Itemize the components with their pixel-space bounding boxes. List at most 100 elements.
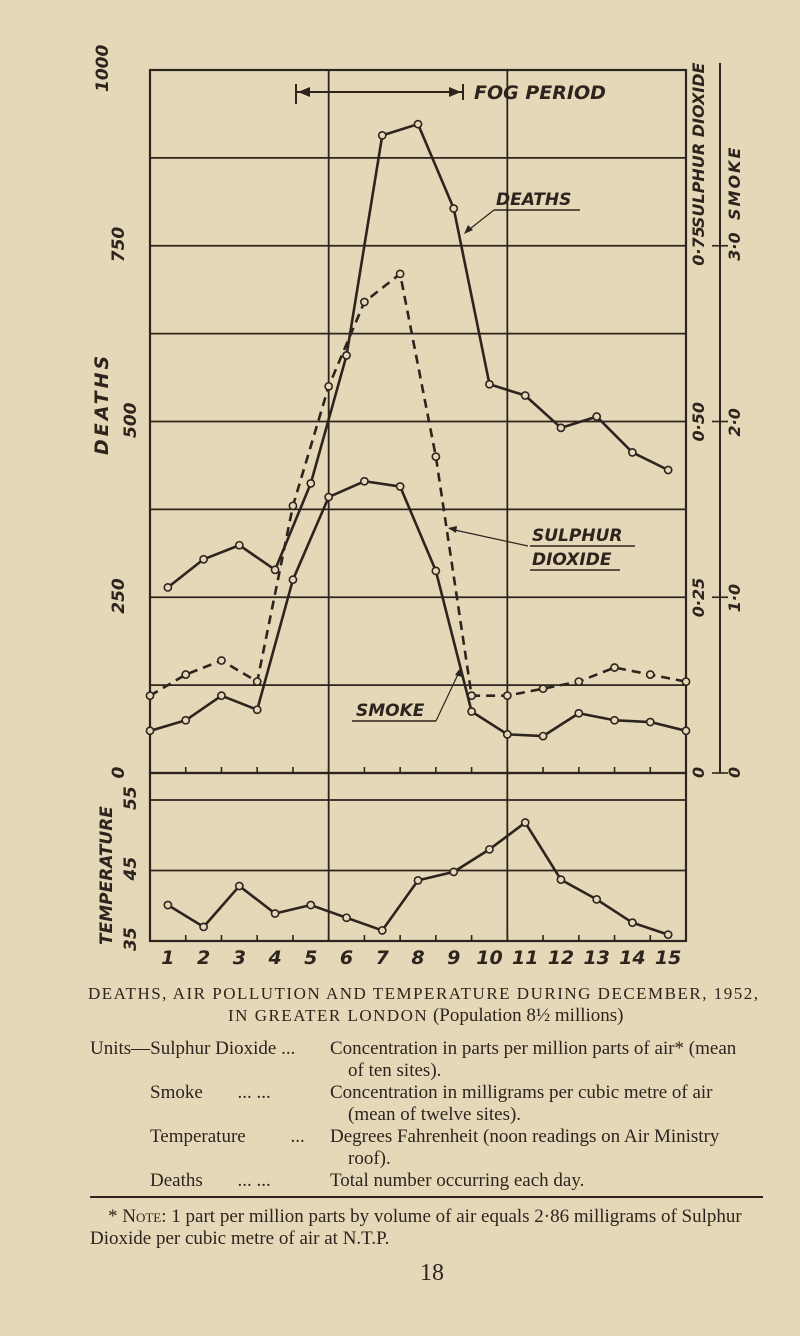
temperature-point — [377, 926, 387, 935]
units-smoke-desc-2: (mean of twelve sites). — [348, 1104, 522, 1125]
temperature-axis-title: TEMPERATURE — [97, 806, 117, 945]
smoke-point — [645, 717, 655, 727]
day-tick-label: 10 — [476, 947, 502, 969]
smoke-point — [145, 726, 155, 736]
day-tick-label: 15 — [655, 947, 681, 969]
temperature-point — [163, 900, 173, 910]
smoke-point — [252, 705, 262, 715]
tick-labels: 0250500750100035455500·250·500·7501·02·0… — [93, 45, 744, 969]
smoke-line — [149, 479, 687, 738]
day-tick-label: 7 — [376, 947, 390, 969]
units-so2-desc: Concentration in parts per million parts… — [330, 1038, 737, 1059]
caption-population: (Population 8½ millions) — [432, 1005, 624, 1026]
smoke-point — [395, 482, 405, 491]
temperature-point — [270, 909, 280, 918]
deaths-point — [556, 423, 566, 433]
sulphur-dioxide-line — [149, 272, 687, 697]
day-tick-label: 12 — [548, 947, 574, 969]
deaths-point — [342, 351, 351, 360]
smoke-point — [217, 691, 226, 701]
units-temperature-desc-2: roof). — [348, 1148, 391, 1169]
sulphur-dioxide-point — [145, 691, 155, 701]
smoke-point — [324, 492, 334, 502]
smoke-point — [359, 476, 369, 486]
temperature-point — [234, 881, 244, 891]
smoke-point — [181, 715, 191, 725]
temperature-point — [520, 818, 530, 827]
deaths-point — [520, 391, 530, 400]
units-deaths-label: Deaths ... ... — [150, 1170, 271, 1191]
deaths-point — [663, 465, 673, 475]
smoke-point — [574, 708, 584, 718]
day-tick-label: 13 — [583, 947, 609, 969]
sulphur-dioxide-point — [252, 677, 262, 687]
units-temperature-label: Temperature ... — [150, 1126, 305, 1147]
sulphur-dioxide-point — [324, 381, 334, 391]
units-so2-label: Units—Sulphur Dioxide ... — [90, 1038, 296, 1059]
smoke-point — [610, 715, 619, 725]
units-deaths-desc: Total number occurring each day. — [330, 1170, 585, 1191]
smoke-tick-label: 3·0 — [725, 232, 744, 260]
sulphur-dioxide-point — [681, 677, 691, 687]
sulphur-dioxide-label-word: DIOXIDE — [532, 550, 612, 570]
deaths-series-label: DEATHS — [464, 190, 580, 234]
smoke-tick-label: 2·0 — [725, 408, 744, 436]
deaths-point — [270, 565, 280, 575]
smoke-tick-label: 1·0 — [725, 584, 744, 612]
deaths-tick-label: 500 — [121, 402, 141, 438]
sulphur-dioxide-point — [574, 677, 584, 687]
caption-line-1: DEATHS, AIR POLLUTION AND TEMPERATURE DU… — [88, 984, 760, 1003]
smoke-point — [467, 707, 476, 716]
deaths-line — [167, 122, 669, 589]
sulphur-dioxide-tick-label: 0·50 — [689, 402, 708, 441]
temperature-tick-label: 35 — [121, 927, 141, 951]
temperature-point — [342, 913, 351, 923]
sulphur-dioxide-tick-label: 0·25 — [689, 578, 708, 617]
deaths-point — [592, 412, 602, 421]
temperature-point — [306, 900, 316, 910]
svg-text:SMOKE: SMOKE — [356, 701, 425, 721]
day-tick-label: 2 — [197, 947, 210, 969]
deaths-point — [163, 583, 173, 592]
sulphur-dioxide-point — [502, 691, 512, 701]
sulphur-dioxide-point — [217, 656, 226, 665]
sulphur-dioxide-point — [610, 663, 619, 672]
temperature-tick-label: 45 — [121, 857, 141, 882]
temperature-point — [485, 844, 494, 854]
smoke-tick-label: 0 — [725, 767, 744, 778]
temperature-point — [663, 930, 673, 940]
deaths-tick-label: 0 — [109, 767, 129, 779]
temperature-point — [592, 895, 602, 904]
units-temperature-desc: Degrees Fahrenheit (noon readings on Air… — [330, 1126, 720, 1147]
deaths-tick-label: 750 — [109, 227, 129, 263]
deaths-tick-label: 1000 — [93, 45, 113, 92]
sulphur-dioxide-axis-title: SULPHUR DIOXIDE — [689, 62, 708, 228]
page-number: 18 — [420, 1260, 444, 1286]
sulphur-dioxide-point — [181, 670, 191, 679]
deaths-point — [199, 554, 208, 564]
day-tick-label: 3 — [233, 947, 246, 969]
fog-period-annotation: FOG PERIOD — [295, 82, 606, 104]
smoke-point — [431, 566, 441, 576]
smoke-point — [538, 731, 548, 741]
day-tick-label: 4 — [267, 947, 281, 969]
temperature-point — [449, 867, 459, 877]
sulphur-dioxide-label-word: SULPHUR — [532, 526, 622, 546]
sulphur-dioxide-tick-label: 0·75 — [689, 226, 708, 265]
smoke-axis-title: SMOKE — [725, 146, 744, 220]
smoke-point — [681, 726, 691, 736]
temperature-frame — [148, 771, 688, 943]
temperature-point — [556, 875, 566, 885]
temperature-point — [628, 918, 637, 928]
footnote-line-1: * Note: 1 part per million parts by volu… — [108, 1206, 742, 1227]
day-tick-label: 11 — [512, 947, 538, 969]
chart: 0250500750100035455500·250·500·7501·02·0… — [91, 45, 744, 969]
svg-text:DEATHS: DEATHS — [496, 190, 571, 210]
units-smoke-desc: Concentration in milligrams per cubic me… — [330, 1082, 713, 1103]
day-tick-label: 14 — [619, 947, 645, 969]
deaths-point — [628, 448, 637, 457]
sulphur-dioxide-tick-label: 0 — [689, 767, 708, 778]
deaths-point — [449, 204, 459, 213]
day-tick-label: 5 — [304, 947, 317, 969]
